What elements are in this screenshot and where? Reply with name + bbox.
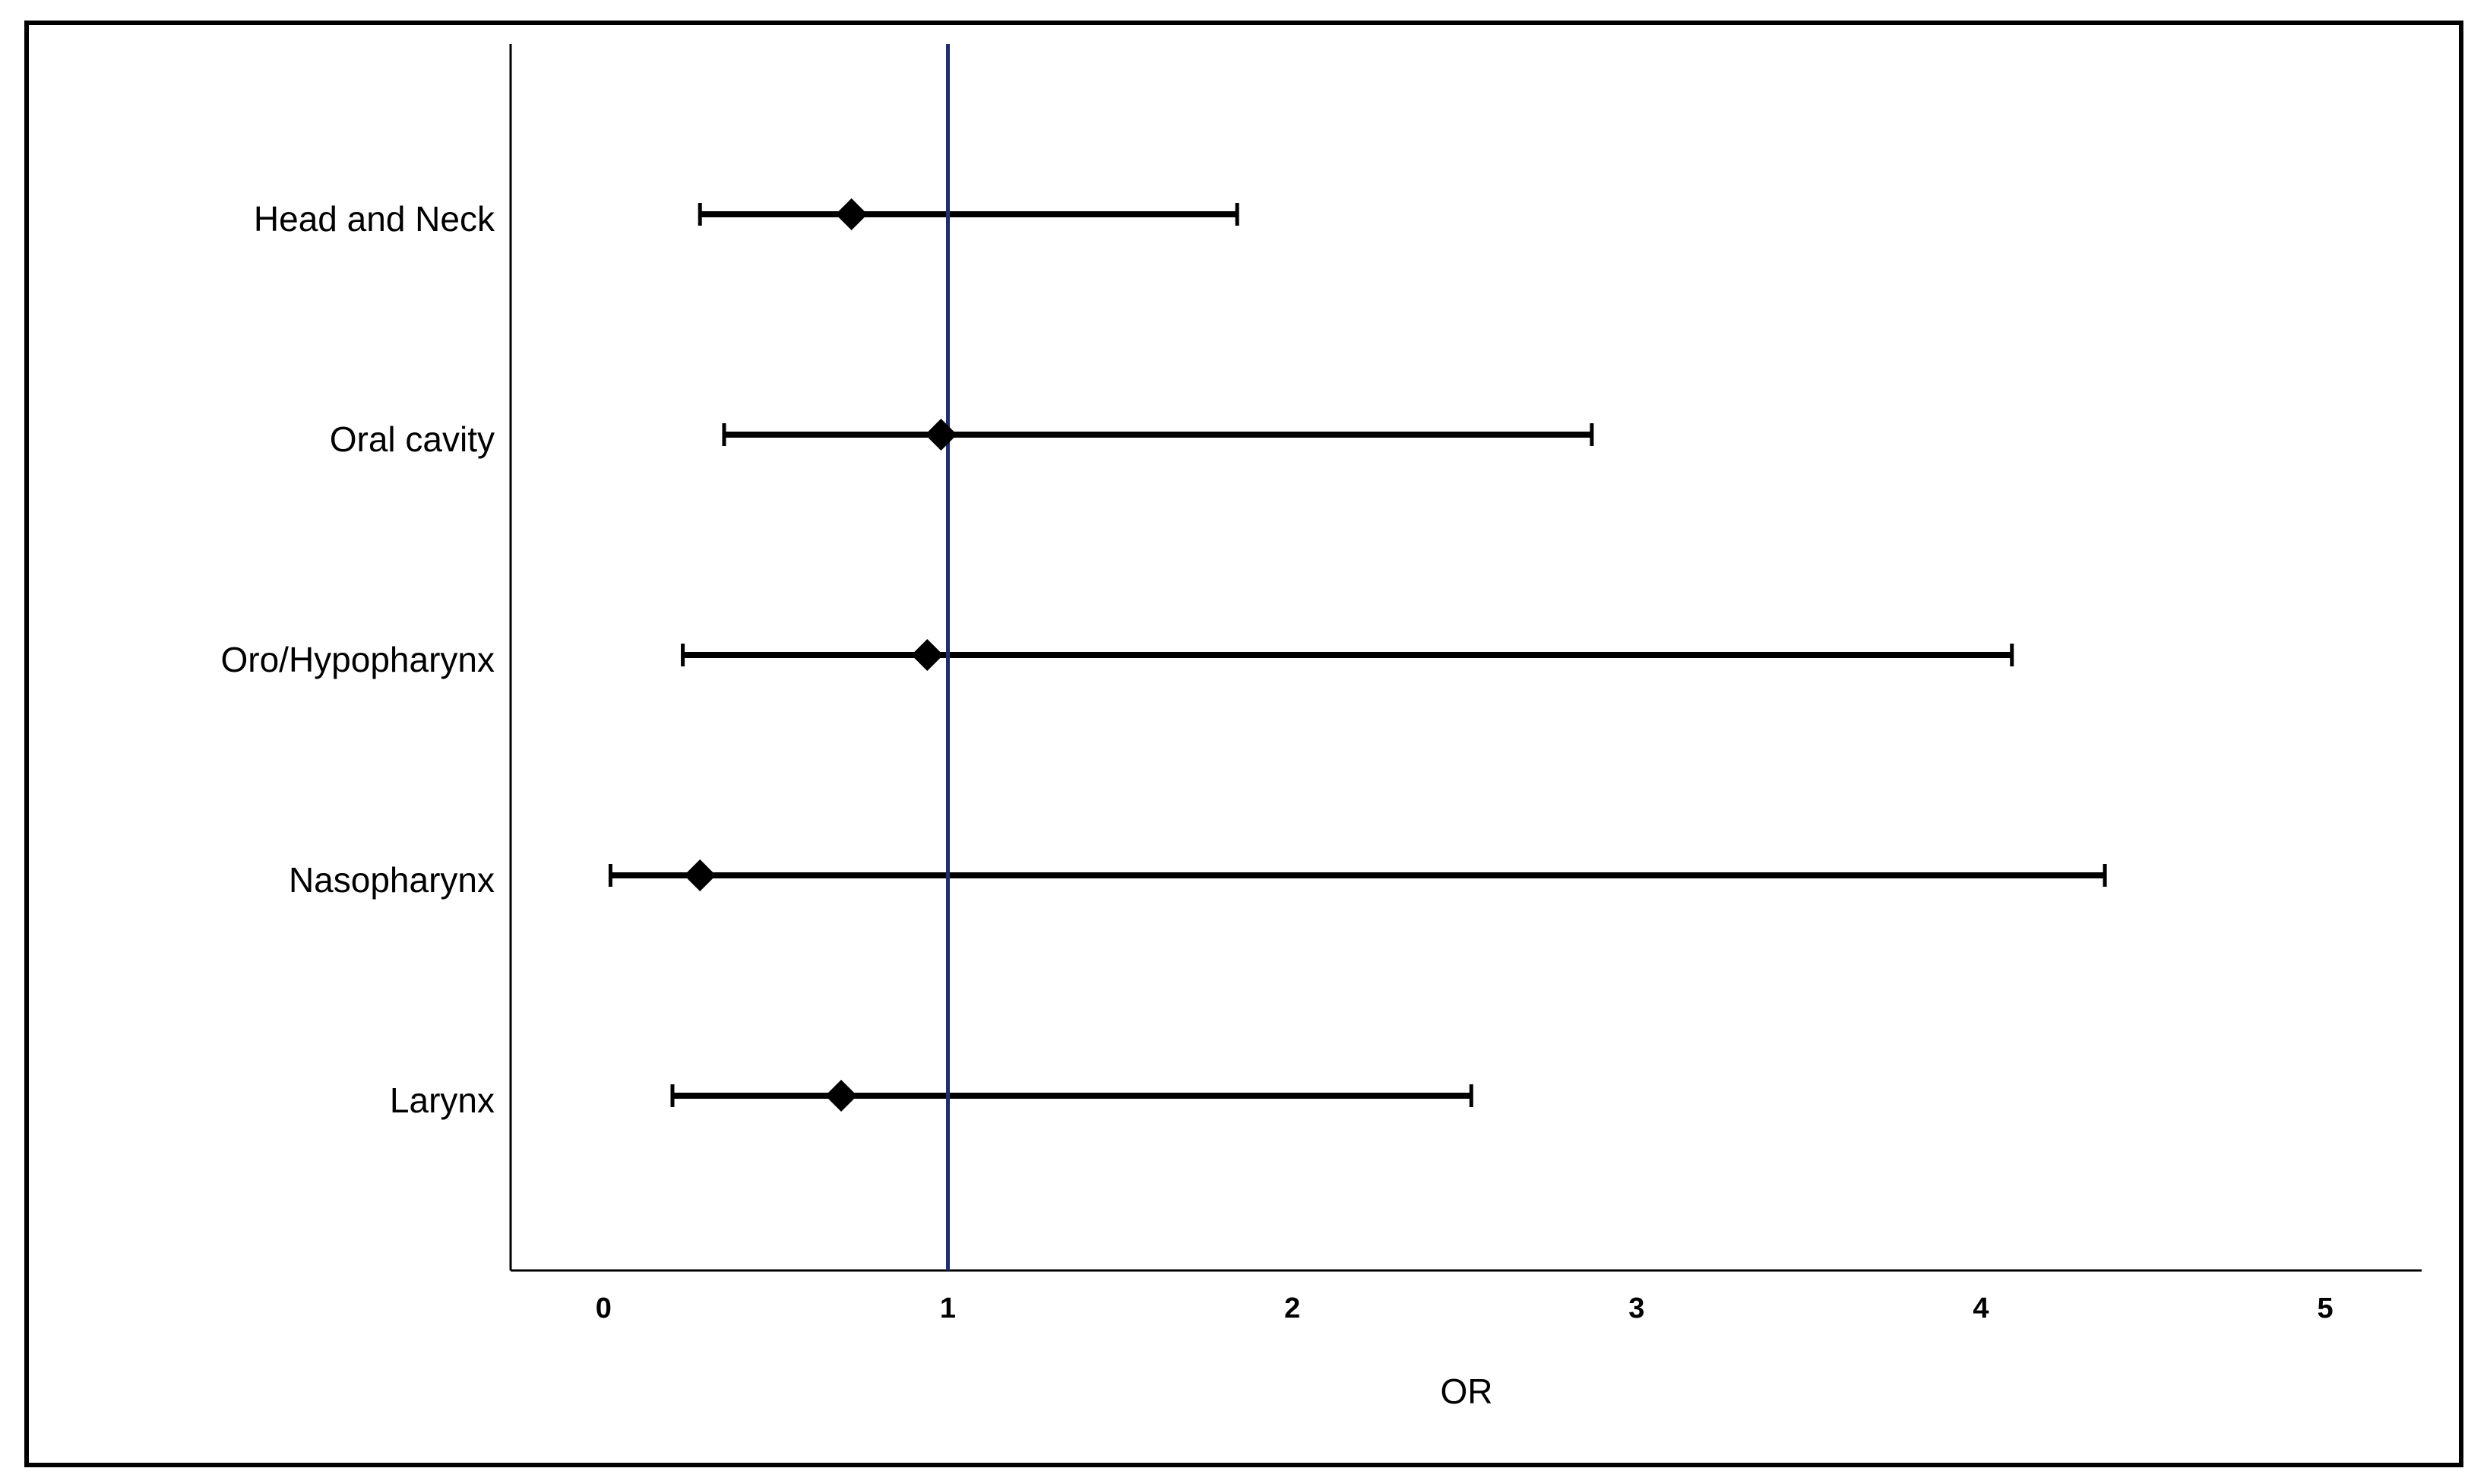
frame [24,21,2463,1467]
y-tick-label: Larynx [390,1081,495,1120]
x-tick-label: 4 [1973,1293,1989,1324]
x-tick-label: 2 [1284,1293,1300,1324]
x-tick-label: 5 [2318,1293,2334,1324]
point-estimate [684,859,717,891]
x-tick-label: 1 [940,1293,956,1324]
point-estimate [925,419,957,451]
point-estimate [825,1080,858,1112]
point-estimate [835,198,868,230]
x-tick-label: 3 [1628,1293,1644,1324]
point-estimate [911,639,944,671]
x-tick-label: 0 [596,1293,612,1324]
y-tick-label: Nasopharynx [289,860,495,900]
y-tick-label: Head and Neck [254,199,495,239]
y-tick-label: Oral cavity [330,419,495,459]
x-axis-label: OR [1441,1372,1493,1411]
y-tick-label: Oro/Hypopharynx [221,640,495,679]
